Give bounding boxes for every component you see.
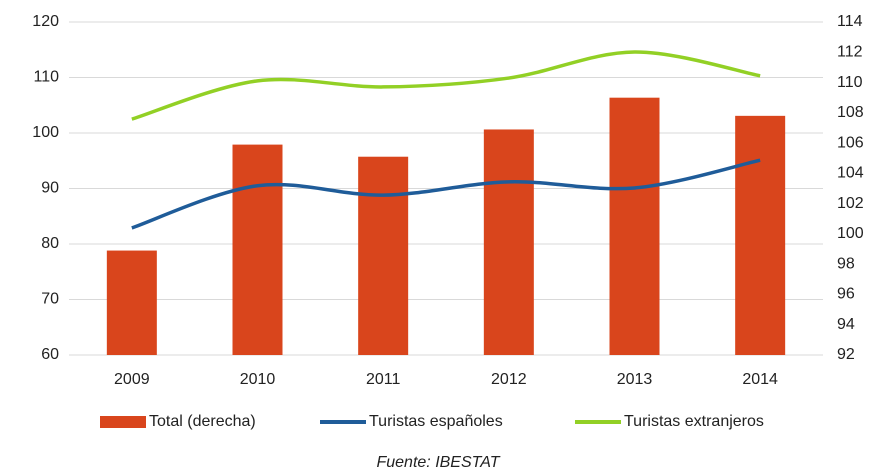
y-tick-label: 70 [41,291,59,308]
source: Fuente: IBESTAT [376,454,500,471]
x-tick-label: 2011 [366,371,401,388]
y-tick-label: 90 [41,180,59,197]
bar [609,97,660,355]
bar [483,129,534,355]
line [131,158,761,230]
legend-label: Total (derecha) [149,413,256,430]
y-tick-label: 120 [32,13,59,30]
y2-tick-label: 102 [837,195,864,212]
bar [735,115,786,355]
legend-label: Turistas extranjeros [624,413,764,430]
x-tick-label: 2010 [240,371,276,388]
y2-tick-label: 96 [837,286,855,303]
y2-tick-label: 106 [837,134,864,151]
bar [232,144,283,355]
bar [358,156,409,355]
legend-swatch [100,416,146,428]
legend-label: Turistas españoles [369,413,503,430]
y-tick-label: 80 [41,235,59,252]
y-tick-label: 100 [32,124,59,141]
y2-tick-label: 98 [837,255,855,272]
x-tick-label: 2009 [114,371,150,388]
x-tick-label: 2012 [491,371,527,388]
y2-tick-label: 92 [837,346,855,363]
y2-tick-label: 104 [837,165,864,182]
x-tick-label: 2013 [617,371,653,388]
y2-tick-label: 114 [837,13,863,30]
y2-tick-label: 100 [837,225,864,242]
y2-tick-label: 112 [837,43,863,60]
x-tick-label: 2014 [742,371,778,388]
y-tick-label: 110 [33,69,59,86]
bar [106,250,157,355]
y2-tick-label: 110 [837,74,863,91]
line [131,50,761,121]
y2-tick-label: 94 [837,316,855,333]
y-tick-label: 60 [41,346,59,363]
y2-tick-label: 108 [837,104,864,121]
